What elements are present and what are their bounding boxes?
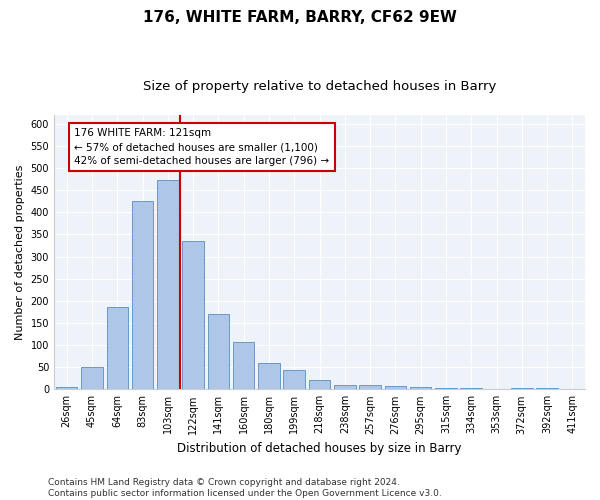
Bar xyxy=(435,388,457,390)
Text: 176 WHITE FARM: 121sqm
← 57% of detached houses are smaller (1,100)
42% of semi-: 176 WHITE FARM: 121sqm ← 57% of detached… xyxy=(74,128,329,166)
Bar xyxy=(208,314,229,390)
Text: Contains HM Land Registry data © Crown copyright and database right 2024.
Contai: Contains HM Land Registry data © Crown c… xyxy=(48,478,442,498)
Bar xyxy=(107,307,128,390)
Y-axis label: Number of detached properties: Number of detached properties xyxy=(15,164,25,340)
Bar xyxy=(460,388,482,390)
Bar xyxy=(283,370,305,390)
Bar xyxy=(258,363,280,390)
Text: 176, WHITE FARM, BARRY, CF62 9EW: 176, WHITE FARM, BARRY, CF62 9EW xyxy=(143,10,457,25)
Title: Size of property relative to detached houses in Barry: Size of property relative to detached ho… xyxy=(143,80,496,93)
Bar xyxy=(81,366,103,390)
Bar xyxy=(56,387,77,390)
X-axis label: Distribution of detached houses by size in Barry: Distribution of detached houses by size … xyxy=(177,442,462,455)
Bar xyxy=(410,387,431,390)
Bar xyxy=(157,180,179,390)
Bar xyxy=(182,240,204,390)
Bar xyxy=(536,388,558,390)
Bar xyxy=(511,388,533,390)
Bar xyxy=(385,386,406,390)
Bar xyxy=(309,380,330,390)
Bar xyxy=(132,202,153,390)
Bar xyxy=(233,342,254,390)
Bar xyxy=(359,385,381,390)
Bar xyxy=(334,385,356,390)
